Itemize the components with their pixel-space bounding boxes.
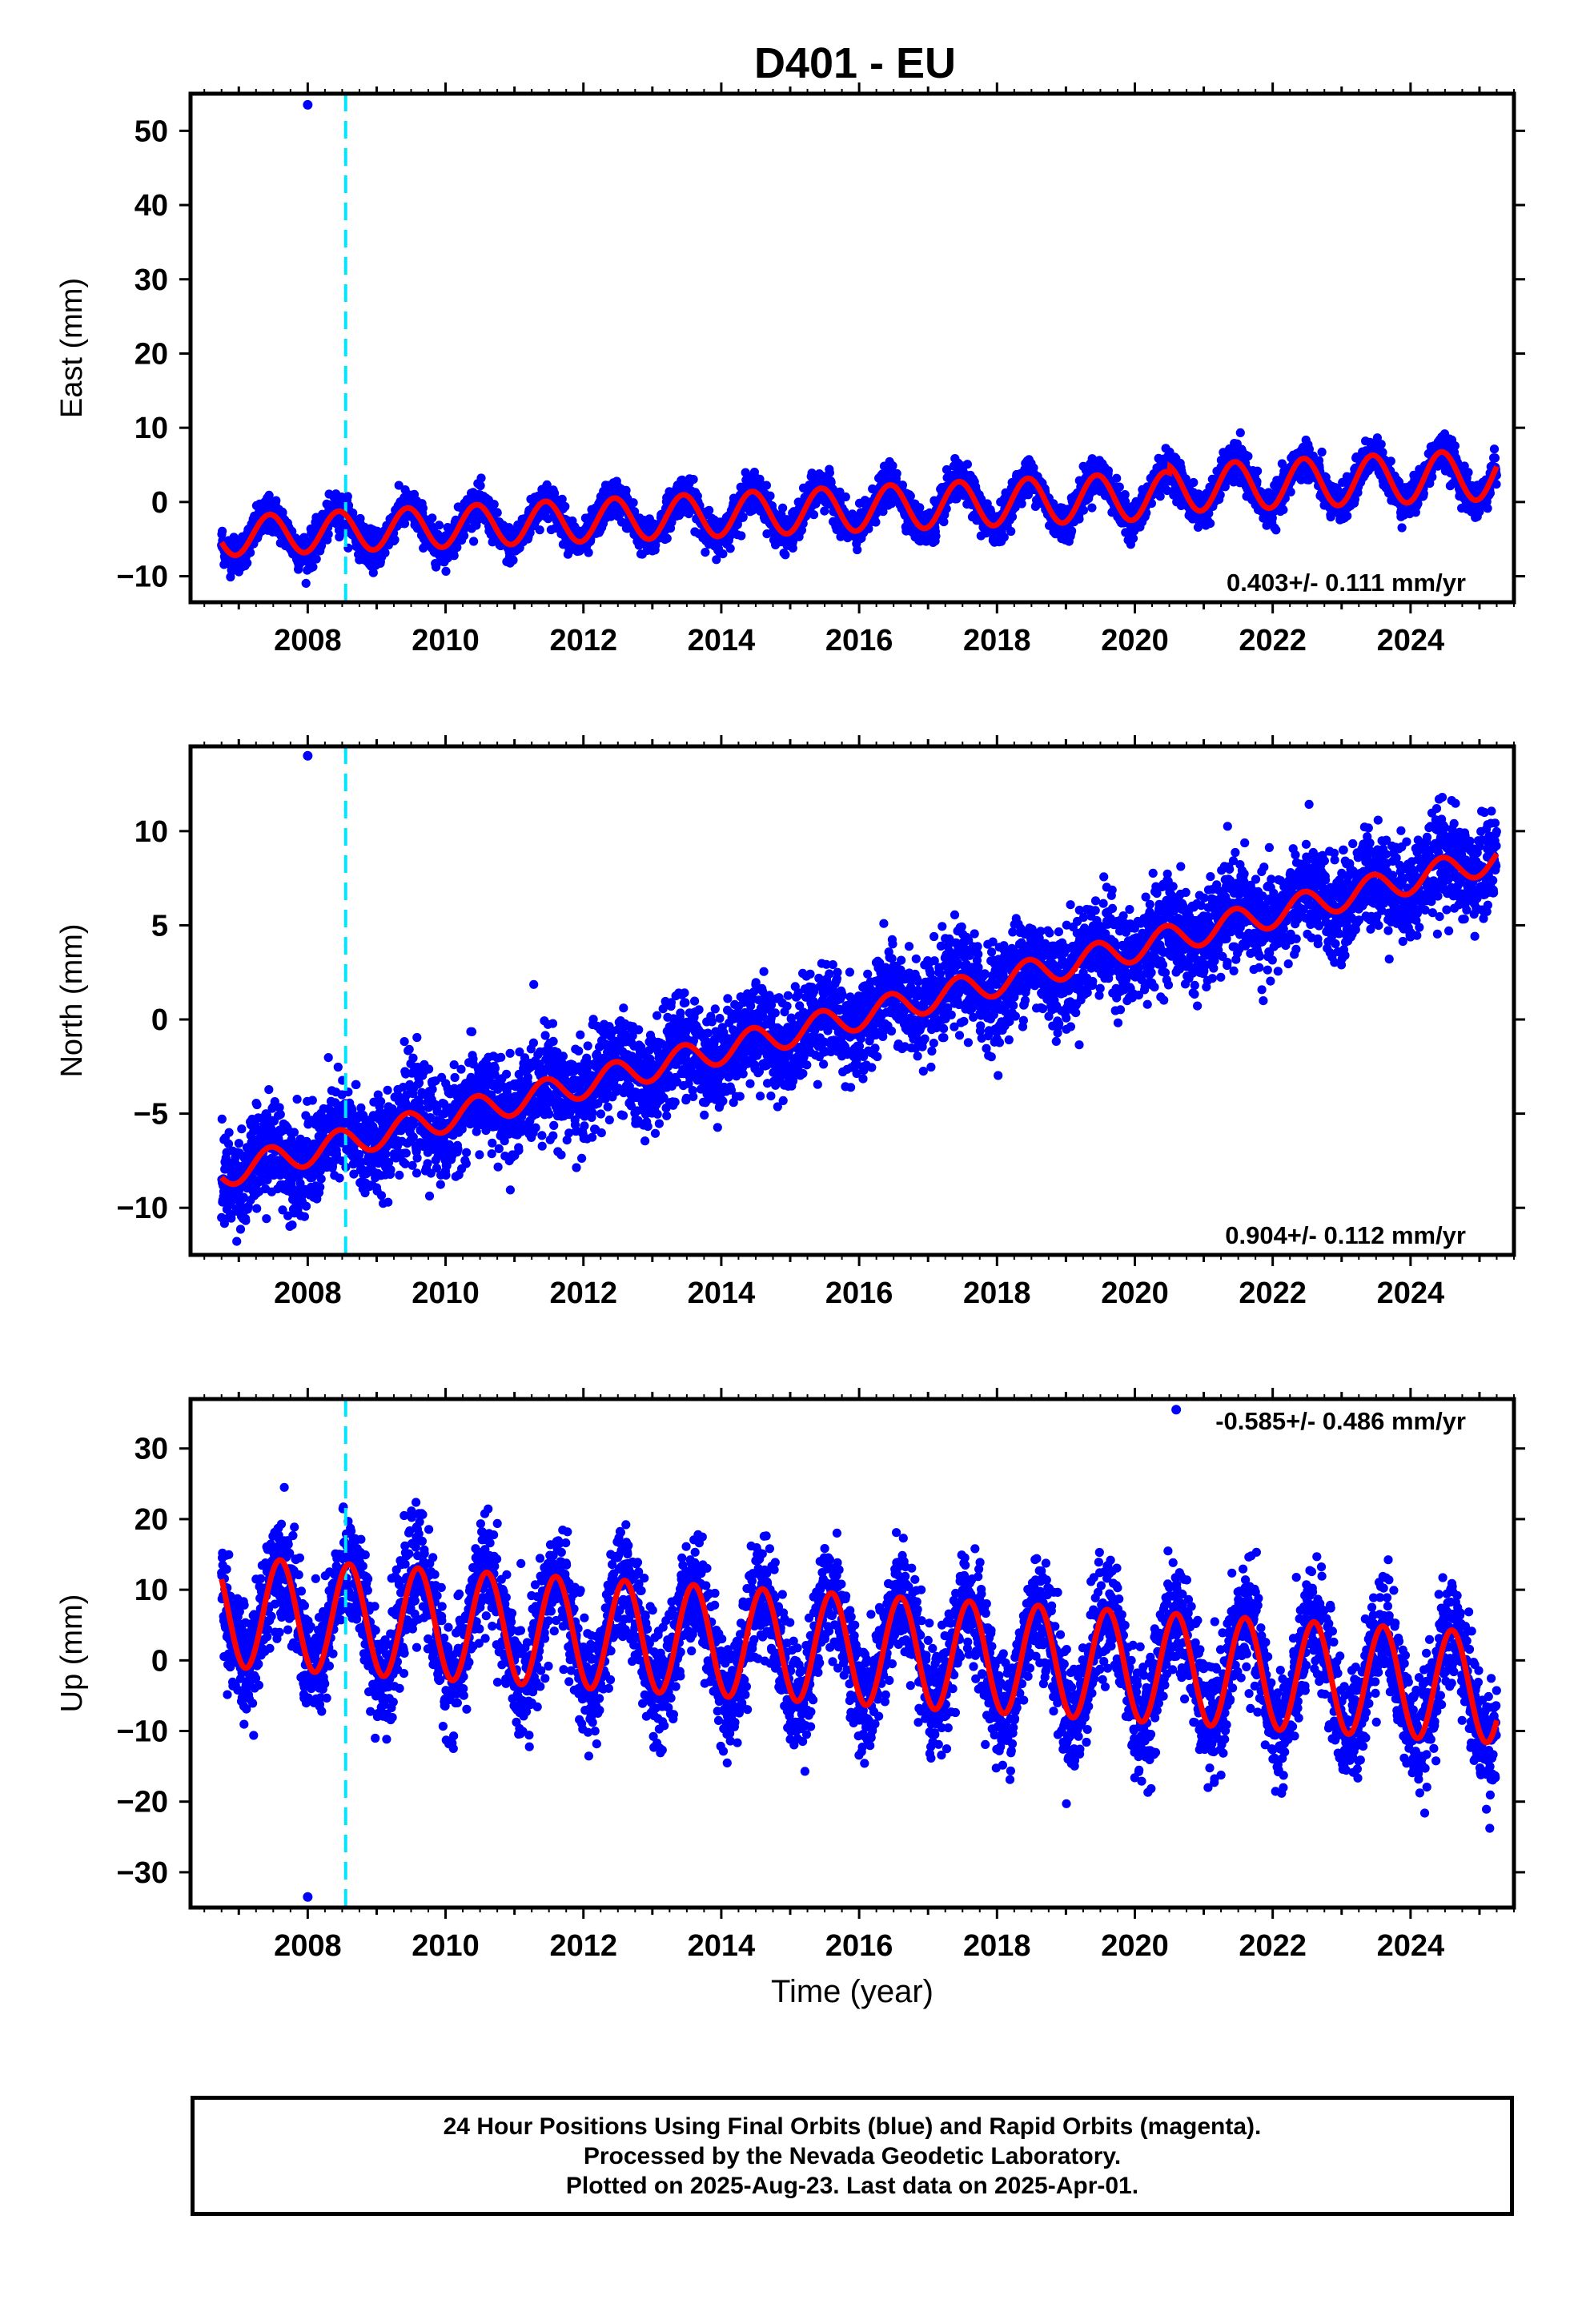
data-point (871, 517, 881, 527)
data-point (1286, 487, 1295, 497)
panels: 2008 2010 2012 2014 2016 2018 2020 2022 2024−100… (55, 82, 1525, 2009)
data-point (492, 508, 502, 517)
data-point (434, 521, 444, 530)
data-point (1376, 440, 1386, 449)
data-point (418, 504, 428, 513)
data-point (535, 525, 544, 535)
data-point (905, 491, 915, 501)
data-point (368, 568, 378, 577)
data-point (853, 545, 862, 555)
data-point (1271, 525, 1281, 535)
data-point (738, 513, 748, 522)
data-point (628, 498, 638, 508)
data-point (781, 550, 790, 560)
data-point (915, 503, 925, 513)
data-point (1103, 466, 1113, 476)
data-point (246, 548, 255, 557)
data-point (394, 480, 404, 490)
data-point (218, 526, 227, 536)
data-point (452, 542, 462, 553)
data-point (432, 562, 441, 572)
data-point (1155, 492, 1165, 501)
data-point (441, 566, 451, 577)
data-point (301, 578, 311, 589)
data-point (1317, 447, 1327, 457)
data-point (557, 494, 567, 505)
data-point (1114, 482, 1124, 492)
data-point (469, 537, 479, 546)
data-point (390, 535, 400, 545)
data-point (311, 554, 321, 564)
data-point (809, 510, 819, 520)
data-point (449, 551, 459, 561)
data-point (460, 531, 469, 541)
data-point (1343, 511, 1352, 521)
data-point (584, 548, 593, 557)
data-point (825, 468, 834, 477)
data-point (380, 548, 390, 557)
data-point (1006, 526, 1016, 537)
data-point (264, 490, 274, 501)
data-point (476, 480, 485, 491)
data-point (1128, 533, 1138, 543)
data-point (667, 517, 677, 527)
data-point (1067, 526, 1077, 536)
data-point (1279, 505, 1288, 515)
data-point (718, 549, 728, 559)
panel-east: 2008 2010 2012 2014 2016 2018 2020 2022 2024−100… (55, 82, 1525, 657)
data-point (400, 519, 410, 529)
data-point (931, 531, 941, 541)
data-point (476, 473, 486, 483)
data-point (1087, 503, 1097, 513)
data-point (1074, 514, 1084, 524)
data-point (737, 531, 746, 541)
data-point (1243, 452, 1253, 461)
data-point (271, 496, 281, 505)
data-point (1189, 477, 1199, 488)
data-point (308, 562, 318, 572)
data-point (343, 492, 352, 501)
data-point (662, 533, 672, 543)
data-point (705, 505, 714, 515)
data-point (765, 491, 775, 501)
data-point (778, 503, 788, 513)
data-point (428, 513, 437, 523)
data-point (761, 480, 772, 490)
data-point (508, 555, 518, 565)
data-point (1397, 523, 1407, 533)
data-point (243, 558, 252, 568)
data-point (841, 492, 850, 502)
data-point (701, 548, 710, 557)
chart-title: D401 - EU (754, 39, 956, 87)
data-point (621, 485, 631, 496)
data-point (323, 529, 333, 539)
data-point (689, 475, 698, 485)
data-point (651, 541, 661, 550)
data-point (1235, 428, 1245, 438)
data-point (1078, 505, 1088, 515)
data-point (1112, 473, 1122, 483)
data-point (725, 544, 735, 553)
data-point (962, 460, 972, 469)
data-point (525, 528, 535, 537)
data-point (1206, 519, 1215, 529)
data-point (1253, 466, 1263, 476)
data-point (1386, 456, 1395, 466)
data-point (560, 501, 570, 512)
data-point (892, 468, 901, 478)
data-point (999, 533, 1009, 542)
data-point (489, 500, 499, 509)
data-point (335, 533, 344, 542)
